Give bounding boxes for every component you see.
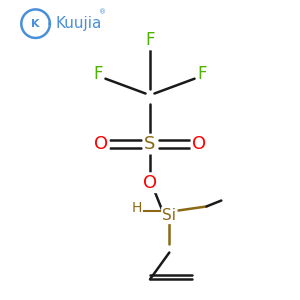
Text: O: O bbox=[94, 135, 108, 153]
Text: ®: ® bbox=[99, 9, 106, 15]
Text: S: S bbox=[144, 135, 156, 153]
Text: H: H bbox=[131, 201, 142, 215]
Text: Si: Si bbox=[162, 208, 176, 223]
Text: O: O bbox=[143, 174, 157, 192]
Text: F: F bbox=[145, 31, 155, 49]
Text: K: K bbox=[31, 19, 40, 29]
Text: Kuujia: Kuujia bbox=[56, 16, 102, 31]
Text: F: F bbox=[197, 65, 207, 83]
Text: F: F bbox=[93, 65, 103, 83]
Text: O: O bbox=[192, 135, 206, 153]
